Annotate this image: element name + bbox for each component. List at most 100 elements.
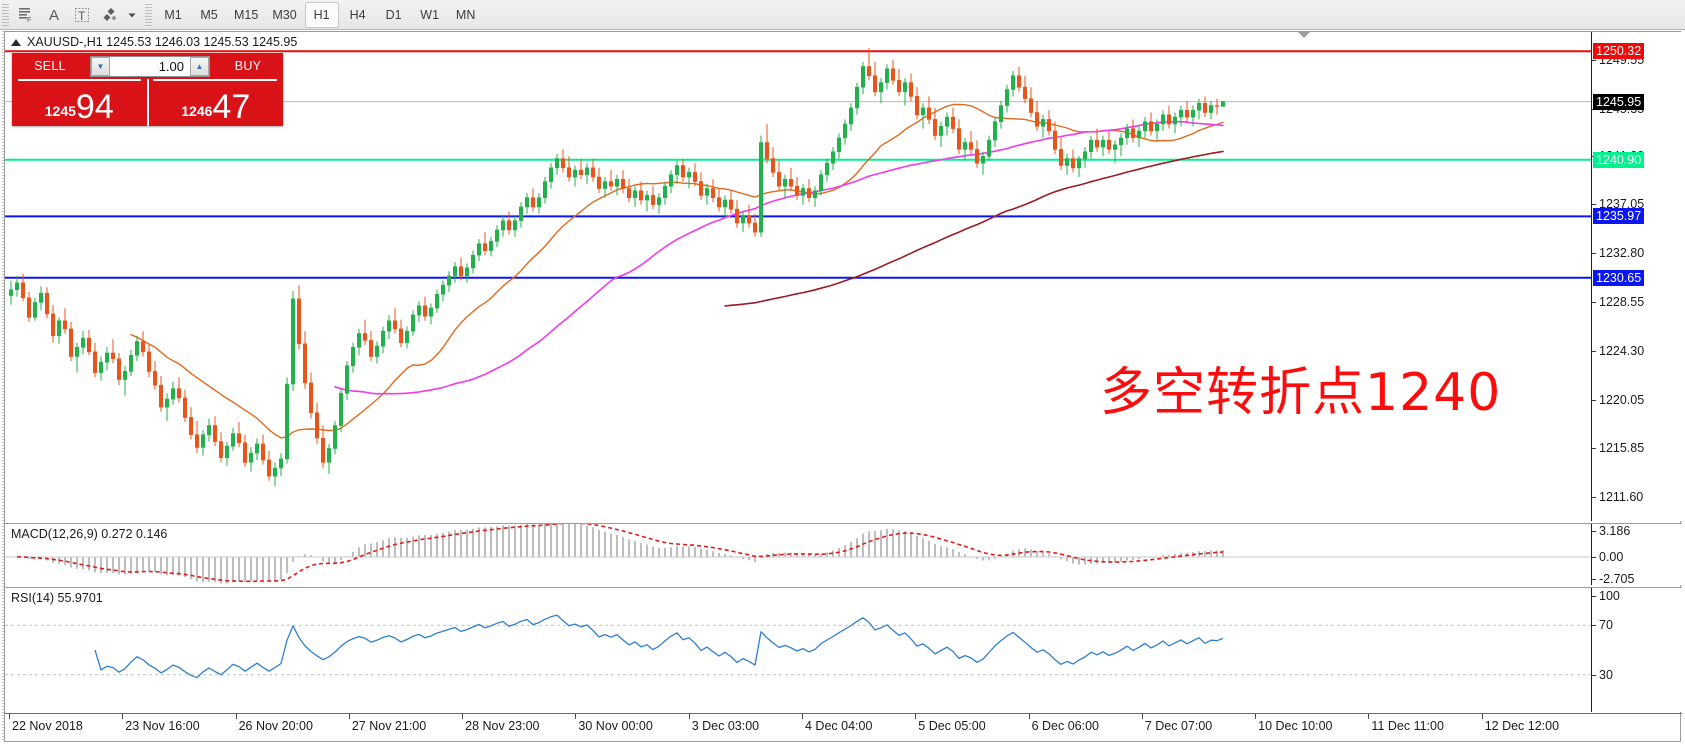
time-label: 26 Nov 20:00 bbox=[238, 719, 313, 733]
price-label-support-1[interactable]: 1235.97 bbox=[1593, 208, 1645, 225]
time-tick bbox=[688, 714, 690, 719]
time-label: 3 Dec 03:00 bbox=[691, 719, 760, 733]
time-label: 6 Dec 06:00 bbox=[1031, 719, 1099, 733]
timeframe-m15[interactable]: M15 bbox=[234, 7, 259, 22]
timeframe-d1[interactable]: D1 bbox=[385, 7, 402, 22]
candlestick-chart bbox=[5, 48, 1591, 487]
sell-price-prefix: 1245 bbox=[44, 103, 76, 119]
time-tick bbox=[1481, 714, 1483, 719]
rsi-pane[interactable]: RSI(14) 55.9701 100 70 30 bbox=[5, 587, 1682, 712]
volume-decrease-icon[interactable]: ▼ bbox=[91, 56, 110, 76]
price-tick: 1232.80 bbox=[1591, 245, 1645, 260]
macd-tick: -2.705 bbox=[1591, 572, 1635, 586]
sell-price-pips: 94 bbox=[75, 88, 114, 126]
time-tick bbox=[1141, 714, 1143, 719]
main-toolbar: F A T M1 M5 M15 M30 H1 H4 D1 W1 MN bbox=[0, 0, 1685, 30]
text-label-icon[interactable]: A bbox=[40, 2, 68, 28]
time-label: 7 Dec 07:00 bbox=[1144, 719, 1213, 733]
indicators-icon[interactable]: F bbox=[12, 2, 40, 28]
buy-button[interactable]: 1246 47 bbox=[146, 79, 284, 126]
symbol-header: XAUUSD-,H1 1245.53 1246.03 1245.53 1245.… bbox=[5, 32, 297, 52]
timeframe-mn[interactable]: MN bbox=[455, 7, 476, 22]
buy-price-prefix: 1246 bbox=[181, 103, 213, 119]
sell-button[interactable]: 1245 94 bbox=[12, 79, 147, 126]
objects-icon[interactable] bbox=[96, 2, 124, 28]
time-tick bbox=[9, 714, 10, 719]
indicators-glyph: F bbox=[18, 8, 31, 23]
volume-increase-icon[interactable]: ▲ bbox=[190, 56, 209, 76]
diamonds-glyph bbox=[103, 7, 117, 21]
price-tick: 1224.30 bbox=[1591, 343, 1645, 358]
timeframe-h4[interactable]: H4 bbox=[349, 7, 366, 22]
rsi-title: RSI(14) 55.9701 bbox=[11, 591, 103, 605]
time-label: 30 Nov 00:00 bbox=[578, 719, 653, 733]
time-tick bbox=[802, 714, 803, 719]
price-tick: 1228.55 bbox=[1591, 294, 1645, 309]
timeframe-h1[interactable]: H1 bbox=[304, 1, 339, 28]
volume-stepper[interactable]: ▼ 1.00 ▲ bbox=[90, 55, 210, 77]
price-tick: 1237.05 bbox=[1591, 197, 1645, 211]
price-label-last-price[interactable]: 1245.95 bbox=[1593, 93, 1645, 110]
collapse-triangle-icon[interactable] bbox=[11, 38, 21, 46]
macd-tick: 3.186 bbox=[1591, 524, 1631, 538]
pane-separator-caret-icon[interactable] bbox=[1298, 32, 1310, 38]
time-label: 23 Nov 16:00 bbox=[125, 719, 200, 733]
svg-text:A: A bbox=[49, 7, 59, 23]
timeframe-w1[interactable]: W1 bbox=[420, 7, 440, 22]
timeframe-toolbar-grip[interactable] bbox=[145, 3, 152, 26]
text-object-icon[interactable]: T bbox=[68, 2, 96, 28]
time-label: 22 Nov 2018 bbox=[12, 719, 83, 733]
rsi-tick: 70 bbox=[1592, 618, 1613, 633]
rsi-plot-area[interactable] bbox=[5, 588, 1591, 712]
rsi-y-axis[interactable]: 100 70 30 bbox=[1591, 588, 1682, 712]
rsi-chart bbox=[5, 614, 1591, 679]
timeframe-m30[interactable]: M30 bbox=[272, 7, 297, 22]
buy-price-pips: 47 bbox=[212, 88, 251, 126]
price-label-support-2[interactable]: 1230.65 bbox=[1593, 269, 1645, 286]
price-label-resistance[interactable]: 1250.32 bbox=[1593, 43, 1645, 60]
objects-dropdown-icon[interactable] bbox=[124, 2, 139, 28]
timeframe-m5[interactable]: M5 bbox=[200, 7, 218, 22]
one-click-trading-panel[interactable]: SELL ▼ 1.00 ▲ BUY 1245 94 1246 47 bbox=[12, 53, 283, 126]
price-label-pivot[interactable]: 1240.90 bbox=[1593, 151, 1645, 168]
macd-title: MACD(12,26,9) 0.272 0.146 bbox=[11, 527, 168, 541]
time-tick bbox=[462, 714, 464, 719]
chart-window[interactable]: XAUUSD-,H1 1245.53 1246.03 1245.53 1245.… bbox=[2, 31, 1682, 742]
time-tick bbox=[122, 714, 124, 719]
price-y-axis[interactable]: 1249.551245.351241.201237.051232.801228.… bbox=[1591, 32, 1682, 521]
time-label: 27 Nov 21:00 bbox=[351, 719, 427, 733]
trade-panel-top-row: SELL ▼ 1.00 ▲ BUY bbox=[12, 53, 283, 79]
time-tick bbox=[1028, 714, 1030, 719]
macd-y-axis[interactable]: 3.186 0.00 -2.705 bbox=[1591, 524, 1682, 586]
time-label: 10 Dec 10:00 bbox=[1258, 719, 1333, 733]
time-tick bbox=[1255, 714, 1257, 719]
macd-tick: 0.00 bbox=[1591, 550, 1624, 564]
price-tick: 1215.85 bbox=[1591, 440, 1645, 455]
volume-input[interactable]: 1.00 bbox=[158, 58, 184, 74]
chart-annotation-text: 多空转折点1240 bbox=[1100, 363, 1502, 423]
boxed-t-glyph: T bbox=[75, 7, 89, 23]
time-tick bbox=[575, 714, 577, 719]
price-plot-area[interactable] bbox=[5, 32, 1591, 521]
macd-plot-area[interactable] bbox=[5, 524, 1591, 585]
time-label: 11 Dec 11:00 bbox=[1371, 719, 1444, 733]
sell-button-label[interactable]: SELL bbox=[34, 59, 66, 73]
letter-a-glyph: A bbox=[49, 7, 59, 23]
macd-chart bbox=[5, 524, 1591, 584]
time-tick bbox=[235, 714, 237, 719]
buy-button-label[interactable]: BUY bbox=[234, 59, 262, 73]
price-tick: 1220.05 bbox=[1591, 392, 1645, 407]
toolbar-grip[interactable] bbox=[2, 3, 9, 26]
svg-text:F: F bbox=[27, 17, 31, 23]
symbol-ohlc-text: XAUUSD-,H1 1245.53 1246.03 1245.53 1245.… bbox=[27, 35, 298, 49]
time-label: 5 Dec 05:00 bbox=[918, 719, 986, 733]
price-pane[interactable]: 1249.551245.351241.201237.051232.801228.… bbox=[5, 32, 1682, 521]
trade-panel-prices: 1245 94 1246 47 bbox=[12, 79, 283, 126]
time-label: 12 Dec 12:00 bbox=[1484, 719, 1560, 733]
timeframe-m1[interactable]: M1 bbox=[164, 7, 182, 22]
time-axis[interactable]: 22 Nov 2018 23 Nov 16:00 26 Nov 20:00 27 No… bbox=[5, 713, 1682, 741]
svg-text:T: T bbox=[78, 9, 86, 23]
time-label: 28 Nov 23:00 bbox=[465, 719, 540, 733]
macd-pane[interactable]: MACD(12,26,9) 0.272 0.146 3.186 0.00 -2.70… bbox=[5, 523, 1682, 586]
price-tick: 1211.60 bbox=[1591, 489, 1644, 504]
